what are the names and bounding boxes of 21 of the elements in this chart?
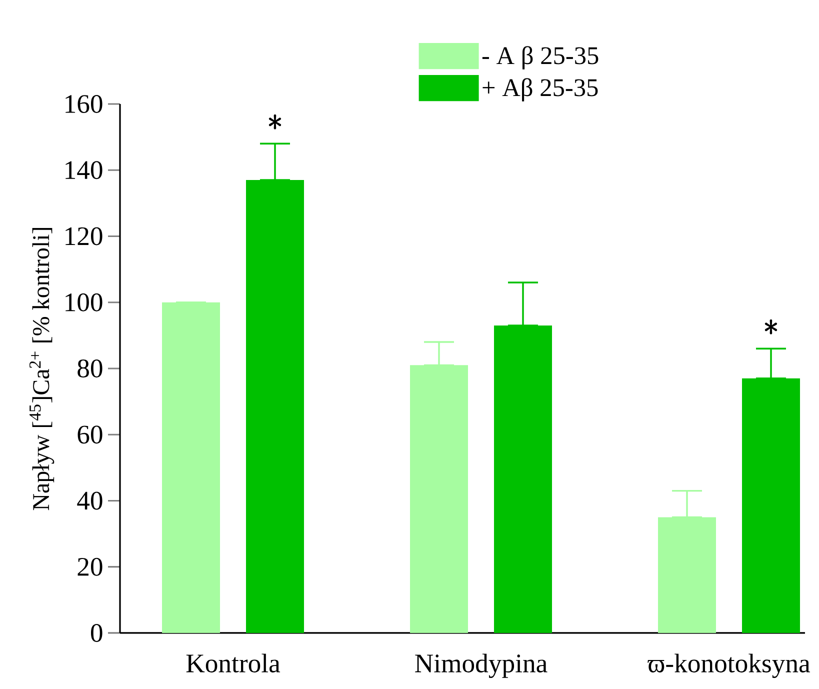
y-tick-label: 160 [66,95,102,113]
x-tick-label: Nimodypina [415,654,548,678]
legend-label: + Aβ 25-35 [482,78,598,102]
bar [162,302,220,633]
y-tick-label: 60 [78,426,102,444]
y-tick-label: 80 [78,359,102,378]
y-tick-label: 40 [77,492,102,510]
y-tick-label: 140 [66,161,102,180]
y-axis-title: Napływ [$^{45}$]Ca$^{2+}$ [% kontroli] [29,228,54,510]
bar [246,180,304,633]
x-tick-label: ϖ-konotoksyna [648,654,810,678]
x-tick-label: Kontrola [186,654,280,672]
y-tick-label: 20 [78,558,102,576]
y-tick-label: 100 [66,293,102,312]
bar [742,378,800,633]
y-tick-label: 120 [66,227,102,246]
annotation: * [268,114,282,130]
bar [494,326,552,633]
annotation: * [764,319,778,334]
legend-label: - A β 25-35 [482,46,598,70]
y-tick-label: 0 [90,624,102,642]
